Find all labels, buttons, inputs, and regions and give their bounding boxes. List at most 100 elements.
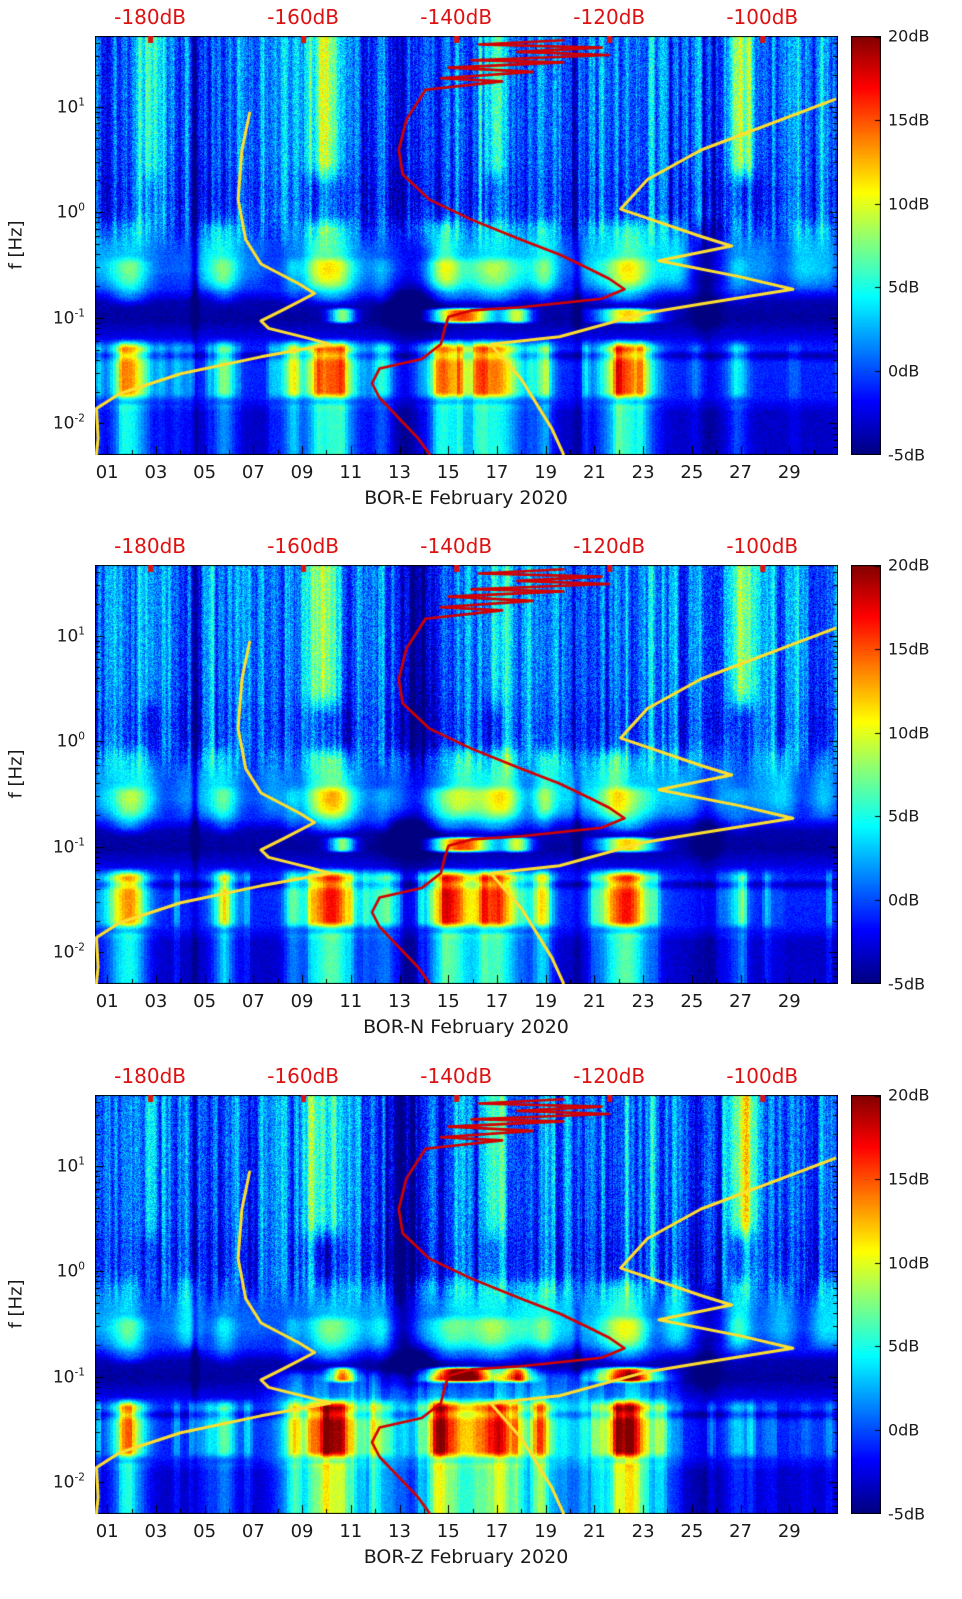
y-tick-label: 100 [56,201,85,223]
spectrogram-bor-e [95,36,838,455]
y-tick-label: 10-2 [52,413,85,434]
x-tick-label: 13 [388,462,411,483]
colorbar-bor-n [851,565,881,984]
colorbar-tick-label: 15dB [888,639,930,659]
x-tick-label: 07 [241,462,265,483]
colorbar-tick-label: 15dB [888,1169,930,1189]
colorbar-tick-label: 10dB [888,194,930,214]
x-tick-label: 15 [436,991,460,1012]
x-tick-label: 09 [290,1521,314,1542]
x-tick-label: 23 [631,1521,655,1542]
x-tick-label: 21 [582,462,606,483]
x-tick-label: 01 [95,462,119,483]
x-tick-label: 13 [388,991,411,1012]
panel-bor-n: f [Hz] BOR-N February 2020 -180dB -160dB -… [0,529,962,1058]
x-tick-label: 25 [680,462,704,483]
colorbar-tick-label: 15dB [888,110,930,130]
x-tick-label: 11 [339,991,363,1012]
x-tick-label: 29 [777,991,801,1012]
colorbar-bor-e [851,36,881,455]
top-db-tick-label: -160dB [267,5,340,29]
x-tick-label: 05 [193,991,217,1012]
x-tick-label: 01 [95,991,119,1012]
x-tick-label: 27 [729,462,752,483]
top-db-tick-label: -140dB [420,534,493,558]
colorbar-tick-label: 0dB [888,361,920,381]
x-tick-label: 25 [680,991,704,1012]
x-tick-label: 29 [777,462,801,483]
panel-bor-e: f [Hz] BOR-E February 2020 -180dB -160dB -… [0,0,962,529]
y-tick-label: 10-1 [52,836,85,858]
x-tick-label: 29 [777,1521,801,1542]
top-db-tick-label: -180dB [114,1064,186,1088]
top-db-tick-label: -180dB [114,534,186,558]
x-tick-label: 19 [534,1521,558,1542]
x-tick-label: 15 [436,462,460,483]
x-tick-label: 21 [582,991,606,1012]
x-tick-label: 17 [485,1521,509,1542]
top-db-tick-label: -120dB [573,1064,646,1088]
colorbar-tick-label: -5dB [888,974,926,994]
colorbar-tick-label: 20dB [888,26,930,46]
x-tick-label: 17 [485,462,509,483]
x-tick-label: 19 [534,462,558,483]
y-tick-label: 10-1 [52,307,85,329]
x-axis-title: BOR-Z February 2020 [363,1546,569,1568]
x-tick-label: 07 [241,1521,265,1542]
x-tick-label: 27 [729,1521,752,1542]
spectrogram-bor-n [95,565,838,984]
spectrogram-bor-z [95,1095,838,1514]
top-db-tick-label: -100dB [726,1064,799,1088]
x-tick-label: 11 [339,1521,363,1542]
x-tick-label: 23 [631,462,655,483]
colorbar-tick-label: 10dB [888,723,930,743]
colorbar-tick-label: 0dB [888,890,920,910]
top-db-tick-label: -140dB [420,1064,493,1088]
x-tick-label: 07 [241,991,265,1012]
y-tick-label: 10-2 [52,942,85,963]
x-tick-label: 05 [193,1521,217,1542]
colorbar-tick-label: 0dB [888,1420,920,1440]
y-tick-label: 100 [56,730,85,752]
x-tick-label: 03 [144,991,168,1012]
top-db-tick-label: -140dB [420,5,493,29]
x-tick-label: 13 [388,1521,411,1542]
x-tick-label: 19 [534,991,558,1012]
colorbar-tick-label: -5dB [888,1504,926,1524]
y-tick-label: 10-2 [52,1472,85,1493]
y-axis-label: f [Hz] [5,220,27,270]
top-db-tick-label: -120dB [573,534,646,558]
x-tick-label: 21 [582,1521,606,1542]
top-db-tick-label: -100dB [726,534,799,558]
x-axis-title: BOR-N February 2020 [363,1016,569,1038]
colorbar-tick-label: 10dB [888,1253,930,1273]
top-db-tick-label: -100dB [726,5,799,29]
x-tick-label: 11 [339,462,363,483]
x-tick-label: 03 [144,1521,168,1542]
y-tick-label: 100 [56,1260,85,1282]
y-tick-label: 10-1 [52,1366,85,1388]
y-tick-label: 101 [56,1155,85,1177]
x-tick-label: 27 [729,991,752,1012]
colorbar-tick-label: 5dB [888,806,920,826]
x-tick-label: 09 [290,462,314,483]
top-db-tick-label: -160dB [267,1064,340,1088]
y-axis-label: f [Hz] [5,1279,27,1329]
x-tick-label: 01 [95,1521,119,1542]
x-tick-label: 23 [631,991,655,1012]
x-tick-label: 03 [144,462,168,483]
panel-bor-z: f [Hz] BOR-Z February 2020 -180dB -160dB -… [0,1059,962,1588]
y-axis-label: f [Hz] [5,749,27,799]
colorbar-tick-label: 20dB [888,555,930,575]
top-db-tick-label: -160dB [267,534,340,558]
x-tick-label: 25 [680,1521,704,1542]
colorbar-tick-label: 5dB [888,277,920,297]
colorbar-tick-label: -5dB [888,445,926,465]
x-axis-title: BOR-E February 2020 [364,487,568,509]
x-tick-label: 09 [290,991,314,1012]
colorbar-tick-label: 20dB [888,1085,930,1105]
colorbar-tick-label: 5dB [888,1336,920,1356]
x-tick-label: 05 [193,462,217,483]
y-tick-label: 101 [56,625,85,647]
